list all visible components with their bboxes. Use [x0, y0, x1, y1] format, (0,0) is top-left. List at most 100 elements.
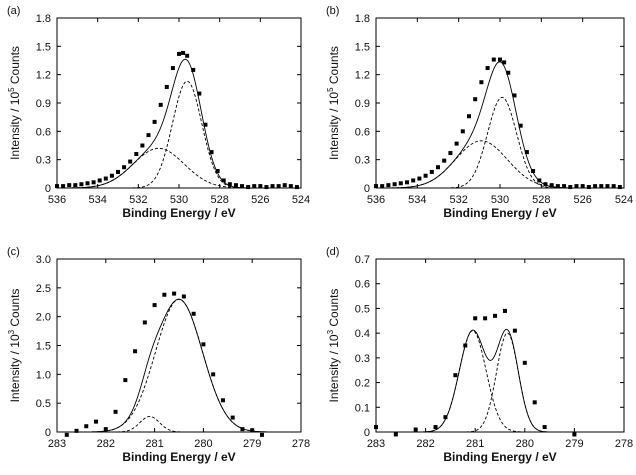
data-point	[294, 185, 299, 190]
data-point	[429, 169, 434, 174]
data-point	[264, 185, 269, 190]
data-point	[181, 50, 186, 55]
data-point	[128, 159, 133, 164]
data-point	[142, 320, 147, 325]
y-tick-label: 0.6	[355, 279, 370, 291]
data-point	[61, 184, 66, 189]
y-axis-label: Intensity / 105 Counts	[7, 46, 22, 160]
data-point	[270, 184, 275, 189]
x-tick-label: 282	[416, 438, 434, 450]
data-point	[493, 313, 498, 318]
x-tick-label: 278	[615, 438, 633, 450]
y-tick-label: 0.9	[36, 98, 51, 110]
panel-label: (d)	[326, 246, 339, 258]
data-point	[502, 60, 507, 65]
y-tick-label: 0	[45, 427, 51, 439]
y-tick-label: 0	[364, 427, 370, 439]
panel-label: (b)	[326, 5, 339, 17]
component-curve-2	[57, 415, 301, 432]
data-point	[562, 184, 567, 189]
data-point	[460, 129, 465, 134]
component-curve-1	[57, 80, 301, 188]
plot-frame	[56, 17, 302, 189]
data-point	[211, 372, 216, 377]
x-tick-label: 279	[243, 438, 261, 450]
data-point	[133, 349, 138, 354]
data-point	[177, 51, 181, 56]
envelope-curve	[57, 58, 301, 188]
x-tick-label: 534	[408, 194, 426, 206]
y-tick-label: 1.2	[355, 70, 370, 82]
x-tick-label: 282	[97, 438, 115, 450]
x-tick-label: 281	[145, 438, 163, 450]
data-point	[146, 133, 151, 138]
data-point	[491, 57, 496, 62]
envelope-curve	[376, 61, 624, 188]
x-axis-label: Binding Energy / eV	[122, 206, 235, 220]
data-point	[531, 169, 536, 173]
y-tick-label: 0.6	[36, 126, 51, 138]
data-point	[197, 91, 202, 96]
y-tick-label: 1.8	[36, 13, 51, 25]
y-tick-label: 0.9	[355, 98, 370, 110]
panel-label: (a)	[7, 5, 20, 17]
data-point	[94, 419, 99, 424]
data-point	[374, 184, 378, 189]
y-tick-label: 1.2	[36, 70, 51, 82]
data-point	[599, 184, 604, 189]
data-point	[191, 311, 196, 316]
y-tick-label: 0.3	[355, 353, 370, 365]
data-point	[574, 184, 579, 189]
data-point	[181, 294, 186, 299]
data-point	[453, 373, 458, 378]
y-tick-label: 1.0	[36, 369, 51, 381]
y-tick-label: 0.2	[355, 378, 370, 390]
y-tick-label: 0.3	[36, 155, 51, 167]
data-point	[97, 178, 102, 183]
data-point	[448, 151, 453, 156]
data-point	[518, 123, 523, 128]
x-tick-label: 532	[449, 194, 467, 206]
data-point	[473, 316, 478, 321]
data-point	[524, 150, 529, 155]
data-point	[479, 80, 484, 85]
data-point	[405, 180, 409, 185]
x-tick-label: 526	[573, 194, 591, 206]
data-point	[140, 143, 145, 148]
data-point	[454, 141, 459, 146]
plot-frame	[375, 17, 625, 189]
data-point	[84, 424, 89, 429]
data-point	[580, 184, 585, 189]
data-point	[221, 178, 226, 183]
data-point	[103, 427, 108, 432]
data-point	[240, 184, 245, 189]
x-tick-label: 281	[466, 438, 484, 450]
data-point	[79, 182, 84, 187]
data-point	[230, 415, 235, 420]
data-point	[502, 308, 507, 313]
data-point	[537, 178, 542, 183]
component-curve-2	[376, 332, 624, 432]
x-axis-label: Binding Energy / eV	[443, 450, 556, 464]
data-point	[250, 428, 255, 433]
data-point	[593, 184, 598, 189]
component-curve-1	[57, 298, 301, 432]
panel-c: (c) 0 0.5 1.0 1.5 2.0 2.5 3.0 283 282 281 280 279 278…	[7, 246, 310, 464]
data-point	[113, 409, 118, 414]
data-point	[522, 360, 527, 365]
y-tick-label: 3.0	[36, 254, 51, 266]
data-point	[512, 93, 517, 98]
data-point	[73, 183, 78, 188]
x-axis-label: Binding Energy / eV	[122, 450, 235, 464]
data-point	[103, 176, 108, 181]
data-point	[442, 158, 447, 163]
data-point	[512, 328, 517, 333]
data-point	[185, 53, 190, 58]
data-point	[411, 178, 416, 183]
data-point	[55, 184, 59, 189]
data-point	[413, 427, 418, 432]
component-curve-1	[376, 96, 624, 188]
x-tick-label: 283	[367, 438, 385, 450]
y-tick-label: 0	[364, 183, 370, 195]
